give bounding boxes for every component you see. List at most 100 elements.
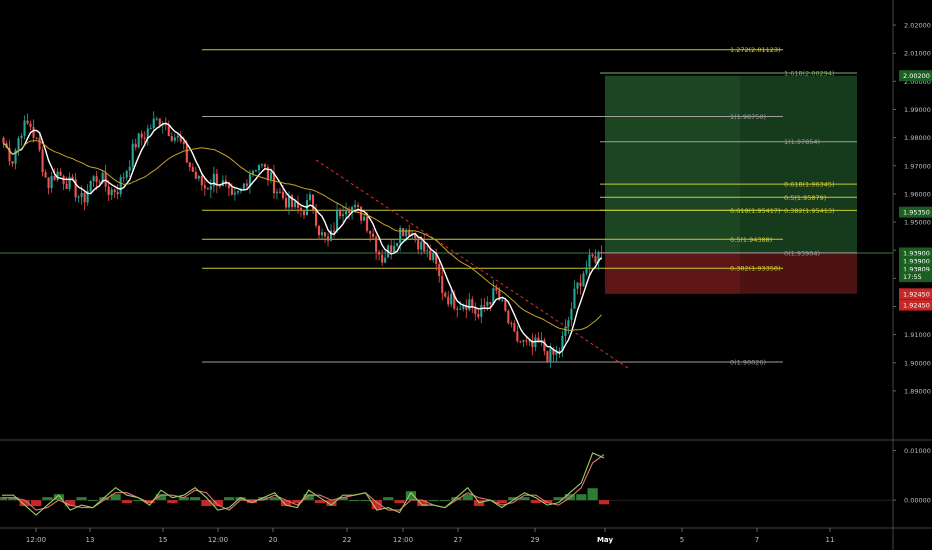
price-tick-label: 1.91000 [904, 331, 931, 339]
candle-body [384, 257, 387, 263]
candle-body [501, 299, 504, 301]
osc-histogram-bar [451, 497, 462, 501]
candle-body [35, 137, 38, 139]
osc-histogram-bar [360, 500, 371, 502]
osc-histogram-bar [189, 497, 201, 501]
candle-body [528, 340, 531, 342]
candle-body [83, 193, 86, 203]
price-tick-label: 2.00000 [904, 78, 931, 86]
candle-body [266, 167, 269, 180]
candle-body [140, 133, 143, 138]
price-badge [899, 288, 932, 300]
candle-body [435, 253, 438, 265]
candle-body [450, 293, 453, 305]
candle-body [492, 288, 495, 305]
candle-body [396, 242, 399, 246]
candle-body [50, 175, 53, 189]
candle-body [260, 164, 263, 166]
osc-histogram-bar [133, 500, 144, 502]
candle-body [236, 190, 239, 193]
price-tick-label: 2.02000 [904, 22, 931, 30]
osc-histogram-bar [144, 500, 155, 504]
candle-body [363, 216, 366, 221]
fib-label: 1.272(2.01123) [730, 46, 781, 54]
price-badge [899, 271, 932, 283]
stop-zone-progress [605, 252, 740, 294]
fib-label: 1(1.98750) [730, 113, 766, 121]
candle-body [516, 331, 519, 342]
time-tick-label: May [597, 536, 613, 544]
osc-histogram-bar [326, 500, 337, 507]
candle-body [594, 256, 597, 263]
osc-histogram-bar [235, 497, 246, 501]
candle-body [227, 184, 230, 189]
candle-body [333, 230, 336, 232]
candle-body [26, 120, 29, 124]
osc-histogram-bar [224, 497, 235, 501]
osc-histogram-bar [394, 500, 405, 504]
osc-histogram-bar [201, 500, 212, 507]
osc-histogram-bar [155, 494, 167, 501]
candle-body [251, 170, 254, 175]
candle-body [423, 241, 426, 252]
price-badge-label: 1.93900 [903, 249, 930, 257]
candle-body [429, 250, 432, 261]
candle-body [272, 172, 276, 194]
candle-body [317, 225, 321, 236]
candle-body [320, 232, 324, 236]
osc-histogram-bar [303, 494, 314, 501]
candle-body [278, 191, 282, 193]
candle-body [170, 135, 173, 141]
trendline-line [315, 159, 629, 369]
candle-body [314, 210, 318, 226]
candle-body [38, 138, 41, 150]
candle-body [287, 195, 291, 208]
target-zone-progress [605, 75, 740, 253]
candle-body [351, 207, 354, 213]
candle-body [164, 124, 167, 126]
osc-slow-line [2, 454, 605, 511]
candle-body [242, 183, 245, 189]
osc-histogram-bar [167, 500, 178, 504]
candle-body [498, 290, 501, 300]
candle-body [47, 177, 50, 189]
candle-body [447, 296, 450, 305]
candle-body [197, 175, 200, 179]
candle-body [296, 202, 300, 208]
candle-body [456, 308, 459, 310]
price-badge [899, 70, 932, 82]
osc-histogram-bar [99, 497, 110, 501]
osc-histogram-bar [212, 500, 223, 507]
candle-body [531, 340, 534, 348]
time-tick-label: 22 [343, 536, 352, 544]
candle-body [149, 128, 152, 130]
osc-histogram-bar [508, 497, 519, 501]
candle-body [537, 337, 540, 342]
candle-body [179, 135, 182, 142]
osc-histogram-bar [30, 500, 42, 507]
price-badge-label: 17:55 [903, 273, 922, 281]
candle-body [465, 306, 468, 310]
candle-body [41, 149, 44, 173]
osc-tick-label: 0.00000 [904, 497, 931, 505]
fib-label: 0.618(1.96345) [784, 181, 835, 189]
candle-body [275, 191, 279, 194]
candle-body [137, 133, 140, 148]
candle-body [128, 166, 131, 171]
candle-body [107, 186, 110, 196]
candle-body [402, 228, 405, 237]
candle-body [65, 183, 68, 189]
osc-histogram-bar [496, 500, 507, 504]
candle-body [543, 339, 546, 352]
candle-body [194, 171, 197, 179]
price-badge-label: 1.95350 [903, 209, 930, 217]
candle-body [366, 216, 369, 231]
candle-body [432, 253, 435, 261]
trendline [315, 159, 629, 369]
candle-body [80, 193, 83, 197]
candle-body [110, 189, 113, 196]
candle-body [420, 241, 423, 250]
candle-body [588, 254, 591, 268]
candle-body [354, 205, 357, 208]
